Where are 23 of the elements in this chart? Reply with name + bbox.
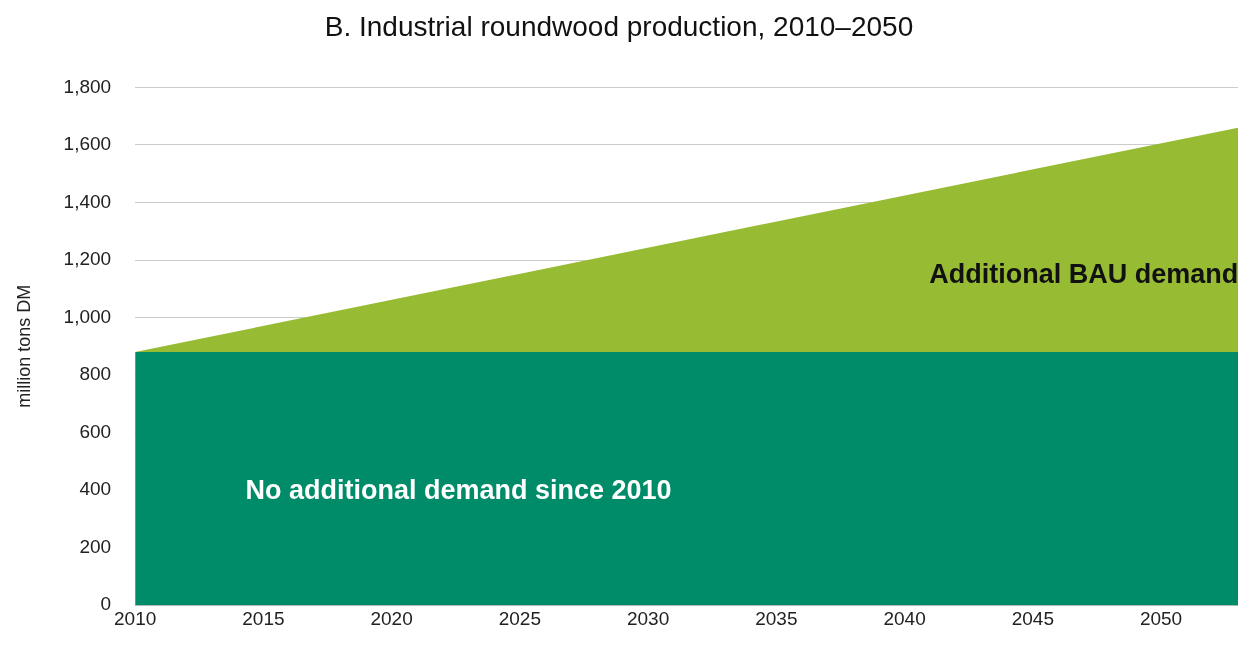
y-tick-label: 800 — [79, 363, 112, 385]
x-tick-label: 2015 — [242, 607, 285, 629]
y-tick-label: 1,000 — [63, 305, 112, 327]
series-label: Additional BAU demand — [929, 258, 1238, 289]
x-tick-label: 2040 — [883, 607, 926, 629]
x-tick-label: 2045 — [1011, 607, 1054, 629]
y-tick-label: 1,600 — [63, 133, 112, 155]
x-tick-label: 2030 — [626, 607, 670, 629]
y-tick-label: 600 — [79, 420, 112, 442]
y-tick-label: 1,400 — [63, 190, 112, 212]
y-tick-label: 1,800 — [63, 75, 112, 97]
x-tick-label: 2050 — [1139, 607, 1183, 629]
x-tick-label: 2020 — [370, 607, 413, 629]
series-label: No additional demand since 2010 — [245, 474, 672, 505]
y-tick-label: 400 — [79, 478, 112, 500]
y-tick-label: 1,200 — [63, 248, 112, 270]
y-tick-label: 0 — [100, 593, 112, 615]
x-tick-label: 2010 — [114, 607, 157, 629]
chart-title: B. Industrial roundwood production, 2010–2050 — [323, 10, 915, 44]
y-tick-label: 200 — [79, 535, 112, 557]
x-tick-label: 2035 — [755, 607, 798, 629]
y-axis-title: million tons DM — [13, 284, 34, 408]
x-tick-label: 2025 — [498, 607, 541, 629]
